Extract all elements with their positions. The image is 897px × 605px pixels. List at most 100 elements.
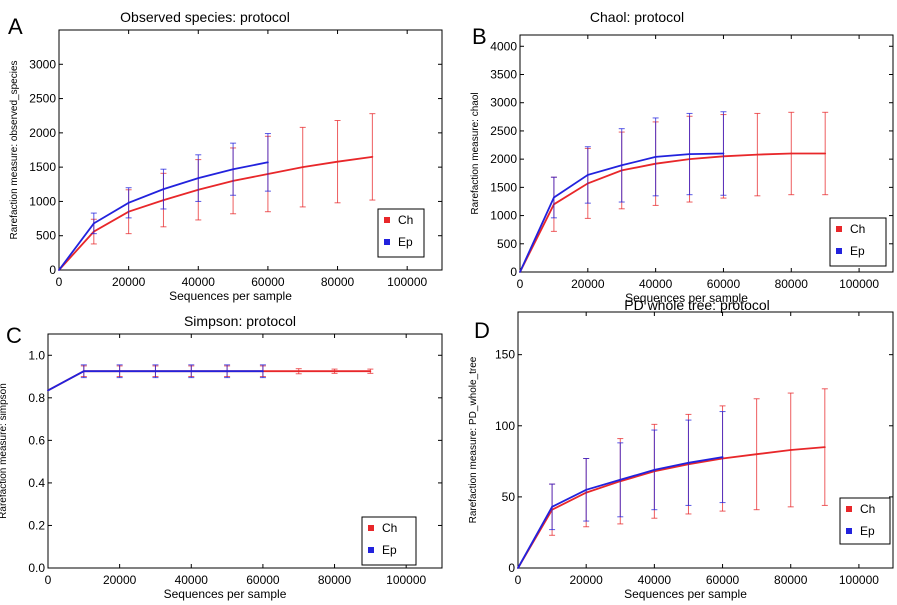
data-point — [371, 155, 374, 158]
series-ch — [517, 388, 828, 569]
x-tick-label: 0 — [56, 275, 63, 289]
legend-swatch — [384, 239, 390, 245]
x-tick-label: 20000 — [571, 277, 605, 291]
y-tick-label: 1000 — [490, 209, 517, 223]
legend: Ch Ep — [829, 217, 887, 267]
legend-label: Ch — [382, 521, 397, 535]
x-tick-label: 80000 — [775, 277, 809, 291]
series-line — [519, 152, 826, 273]
x-axis-label: Sequences per sample — [169, 289, 292, 303]
data-point — [82, 370, 85, 373]
y-tick-label: 0.0 — [28, 561, 45, 575]
data-point — [226, 370, 228, 373]
y-tick-label: 2000 — [29, 126, 56, 140]
x-tick-label: 60000 — [706, 573, 740, 587]
data-point — [47, 389, 49, 392]
panel-label: B — [472, 24, 487, 49]
y-tick-label: 150 — [495, 348, 515, 362]
chart-title: Simpson: protocol — [184, 313, 296, 329]
data-point — [688, 153, 691, 155]
data-point — [517, 567, 519, 569]
legend-swatch — [368, 547, 374, 553]
series-ep — [47, 364, 266, 392]
x-tick-label: 20000 — [569, 573, 603, 587]
y-tick-label: 1000 — [29, 194, 56, 208]
data-point — [118, 370, 121, 373]
data-point — [756, 153, 759, 156]
legend: Ch Ep — [361, 516, 417, 566]
legend-swatch — [846, 506, 852, 512]
data-point — [721, 456, 724, 458]
y-tick-label: 0.2 — [28, 518, 45, 532]
legend-label: Ep — [860, 524, 875, 538]
data-point — [92, 222, 95, 225]
series-ch — [47, 365, 374, 392]
data-point — [551, 505, 553, 508]
data-point — [301, 166, 304, 169]
y-tick-label: 4000 — [490, 39, 517, 53]
x-tick-label: 100000 — [839, 277, 879, 291]
data-point — [824, 152, 827, 155]
legend-swatch — [368, 525, 374, 531]
y-axis-label: Rarefaction measure: simpson — [0, 383, 9, 519]
y-tick-label: 0 — [510, 265, 517, 279]
data-point — [553, 196, 555, 199]
y-tick-label: 0.8 — [28, 391, 45, 405]
x-tick-label: 0 — [517, 277, 524, 291]
data-point — [154, 370, 157, 373]
data-point — [687, 461, 690, 464]
data-point — [58, 269, 60, 271]
legend-label: Ch — [850, 222, 865, 236]
y-tick-label: 100 — [495, 419, 515, 433]
y-tick-label: 50 — [502, 490, 516, 504]
data-point — [232, 168, 234, 171]
x-tick-label: 80000 — [318, 573, 352, 587]
data-point — [267, 161, 269, 164]
x-axis-label: Sequences per sample — [164, 587, 287, 601]
y-axis-label: Rarefaction measure: observed_species — [9, 61, 20, 240]
series-line — [58, 156, 373, 271]
plot-frame — [519, 34, 894, 273]
data-point — [336, 160, 339, 163]
y-tick-label: 0 — [49, 263, 56, 277]
data-point — [586, 174, 589, 176]
x-tick-label: 100000 — [839, 573, 879, 587]
legend-swatch — [836, 226, 842, 232]
plot-frame — [517, 311, 894, 569]
y-tick-label: 2500 — [490, 124, 517, 138]
series-line — [517, 446, 825, 569]
y-tick-label: 500 — [36, 229, 56, 243]
data-point — [519, 271, 521, 273]
y-axis-label: Rarefaction measure: PD_whole_tree — [468, 356, 479, 523]
legend-label: Ch — [398, 213, 413, 227]
chart-title: Chaol: protocol — [590, 9, 684, 25]
data-point — [654, 155, 657, 158]
legend-label: Ep — [398, 235, 413, 249]
y-axis-label: Rarefaction measure: chaol — [470, 92, 481, 214]
y-tick-label: 1.0 — [28, 348, 45, 362]
y-tick-label: 1500 — [29, 160, 56, 174]
panel-label: D — [474, 318, 490, 343]
series-ep — [58, 133, 271, 271]
data-point — [722, 152, 725, 155]
x-axis-label: Sequences per sample — [624, 587, 747, 601]
data-point — [653, 468, 656, 471]
plot-frame — [47, 333, 443, 569]
y-tick-label: 3500 — [490, 68, 517, 82]
legend-swatch — [384, 217, 390, 223]
x-tick-label: 20000 — [112, 275, 146, 289]
data-point — [789, 449, 792, 451]
x-tick-label: 40000 — [638, 573, 672, 587]
y-tick-label: 3000 — [29, 57, 56, 71]
x-tick-label: 60000 — [707, 277, 741, 291]
y-tick-label: 500 — [497, 237, 517, 251]
data-point — [790, 152, 793, 155]
legend-swatch — [836, 248, 842, 254]
legend-swatch — [846, 528, 852, 534]
y-tick-label: 0.6 — [28, 433, 45, 447]
data-point — [755, 453, 758, 456]
x-tick-label: 0 — [515, 573, 522, 587]
